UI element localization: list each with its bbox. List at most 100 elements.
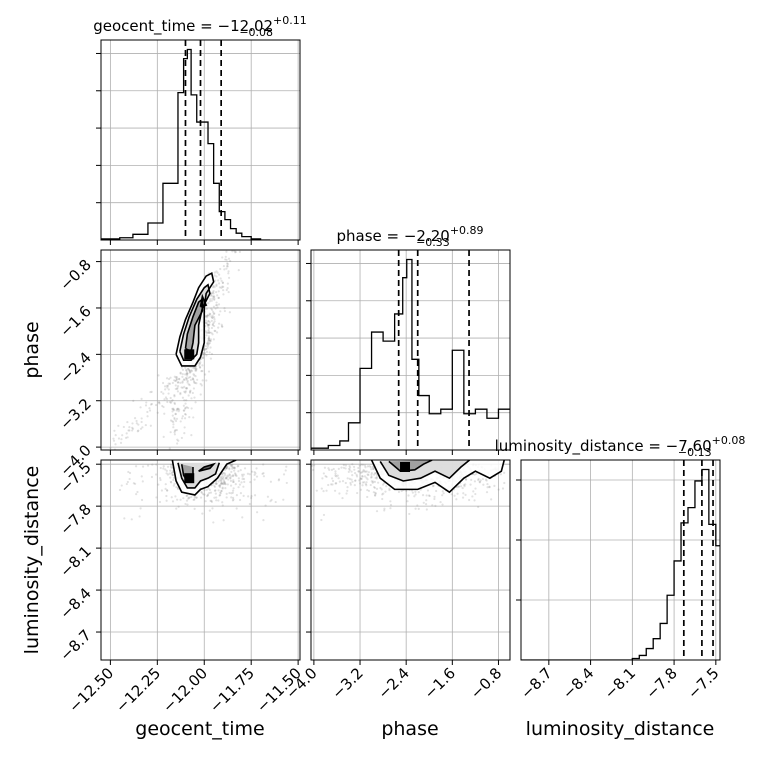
sample-point bbox=[176, 387, 179, 391]
y-tick-label: −0.8 bbox=[56, 256, 94, 294]
sample-point bbox=[221, 504, 224, 507]
sample-point bbox=[181, 386, 184, 389]
ylabel-phase: phase bbox=[21, 321, 43, 378]
sample-point bbox=[225, 250, 228, 253]
sample-point bbox=[120, 484, 123, 487]
sample-point bbox=[207, 335, 211, 338]
sample-point bbox=[206, 494, 209, 498]
sample-point bbox=[223, 482, 226, 485]
sample-point bbox=[424, 503, 428, 506]
sample-point bbox=[228, 467, 231, 470]
sample-point bbox=[192, 416, 195, 419]
sample-point bbox=[332, 467, 335, 471]
sample-point bbox=[214, 329, 217, 333]
sample-point bbox=[499, 473, 502, 476]
sample-point bbox=[350, 478, 353, 481]
panel-luminosity-distance-vs-geocent-time: −12.50−12.25−12.00−11.75−11.50−8.7−8.4−8… bbox=[56, 458, 305, 716]
sample-point bbox=[220, 480, 223, 483]
sample-point bbox=[370, 475, 373, 478]
sample-point bbox=[217, 290, 220, 293]
sample-point bbox=[213, 286, 216, 289]
sample-point bbox=[186, 372, 189, 375]
sample-point bbox=[159, 466, 162, 470]
sample-point bbox=[269, 480, 272, 483]
sample-point bbox=[137, 423, 140, 426]
sample-point bbox=[356, 491, 359, 495]
sample-point bbox=[247, 495, 250, 498]
sample-point bbox=[427, 494, 431, 497]
sample-point bbox=[221, 473, 224, 476]
sample-point bbox=[397, 490, 401, 494]
sample-point bbox=[234, 473, 237, 476]
sample-point bbox=[442, 492, 445, 495]
sample-point bbox=[171, 414, 174, 417]
sample-point bbox=[370, 471, 373, 475]
sample-point bbox=[135, 493, 138, 496]
sample-point bbox=[468, 498, 471, 502]
sample-point bbox=[220, 323, 223, 326]
sample-point bbox=[136, 430, 139, 433]
sample-point bbox=[208, 338, 211, 342]
sample-point bbox=[240, 242, 242, 244]
sample-point bbox=[481, 477, 485, 481]
sample-point bbox=[461, 486, 464, 490]
sample-point bbox=[516, 471, 518, 473]
sample-point bbox=[171, 473, 174, 477]
sample-point bbox=[331, 477, 334, 480]
sample-point bbox=[372, 467, 375, 471]
sample-point bbox=[228, 473, 231, 477]
sample-point bbox=[166, 384, 170, 387]
sample-point bbox=[121, 434, 124, 437]
sample-point bbox=[128, 477, 131, 481]
sample-point bbox=[407, 494, 410, 497]
sample-point bbox=[175, 409, 178, 412]
sample-point bbox=[204, 315, 207, 318]
sample-point bbox=[209, 298, 212, 301]
sample-point bbox=[202, 356, 205, 359]
sample-point bbox=[518, 466, 520, 468]
sample-point bbox=[176, 438, 179, 441]
sample-point bbox=[457, 485, 460, 488]
sample-point bbox=[204, 314, 207, 318]
x-tick-label: −0.8 bbox=[467, 664, 505, 702]
sample-point bbox=[474, 487, 477, 490]
sample-point bbox=[364, 470, 367, 473]
sample-point bbox=[374, 491, 377, 495]
sample-point bbox=[219, 484, 222, 487]
sample-point bbox=[171, 500, 175, 503]
sample-point bbox=[166, 473, 170, 476]
sample-point bbox=[204, 500, 207, 503]
x-tick-label: −3.2 bbox=[328, 664, 366, 702]
sample-point bbox=[341, 496, 344, 500]
sample-point bbox=[202, 354, 205, 357]
sample-point bbox=[233, 250, 236, 253]
sample-point bbox=[213, 312, 216, 315]
y-tick-label: −2.4 bbox=[56, 348, 94, 386]
sample-point bbox=[207, 324, 211, 327]
sample-point bbox=[174, 429, 177, 432]
sample-point bbox=[170, 463, 173, 466]
panel-luminosity-distance-vs-phase: −4.0 −3.2 −2.4 −1.6 −0.8 bbox=[282, 459, 520, 703]
contour-line bbox=[370, 460, 506, 494]
sample-point bbox=[439, 500, 442, 504]
density-peak bbox=[400, 461, 411, 472]
sample-point bbox=[184, 407, 187, 410]
hist-bin bbox=[716, 546, 720, 660]
sample-point bbox=[191, 366, 194, 369]
sample-point bbox=[173, 375, 176, 378]
sample-point bbox=[210, 299, 213, 302]
sample-point bbox=[215, 283, 218, 286]
sample-point bbox=[150, 402, 154, 406]
sample-point bbox=[373, 486, 377, 489]
sample-point bbox=[321, 477, 324, 480]
sample-point bbox=[201, 356, 205, 359]
density-fill bbox=[388, 460, 433, 472]
sample-point bbox=[162, 392, 165, 395]
sample-point bbox=[206, 494, 209, 497]
sample-point bbox=[172, 407, 175, 410]
sample-point bbox=[232, 487, 235, 490]
xlabel-phase: phase bbox=[381, 718, 438, 740]
sample-point bbox=[220, 279, 223, 282]
sample-point bbox=[169, 419, 173, 422]
sample-point bbox=[115, 455, 117, 457]
